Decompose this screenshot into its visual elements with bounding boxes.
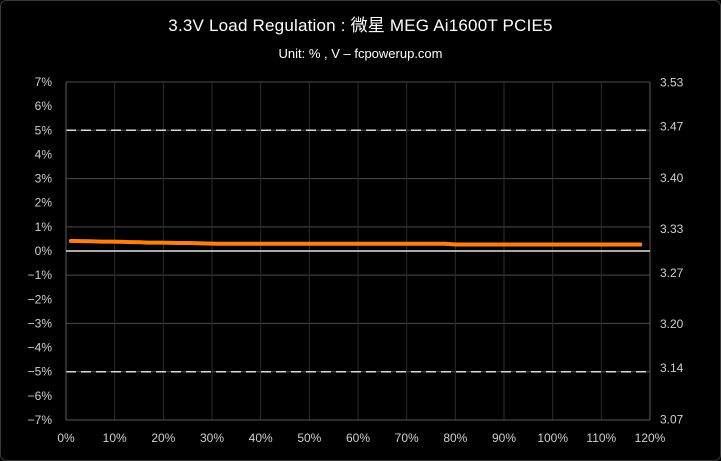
x-tick-label: 110% bbox=[586, 431, 616, 445]
y-right-tick-label: 3.20 bbox=[660, 317, 684, 331]
chart-title: 3.3V Load Regulation : 微星 MEG Ai1600T PC… bbox=[168, 16, 553, 35]
x-tick-label: 100% bbox=[537, 431, 568, 445]
y-left-tick-label: −5% bbox=[28, 365, 53, 379]
x-tick-label: 30% bbox=[200, 431, 224, 445]
y-left-tick-label: −4% bbox=[28, 341, 53, 355]
x-tick-label: 10% bbox=[103, 431, 127, 445]
y-right-tick-label: 3.33 bbox=[660, 222, 684, 236]
x-tick-label: 20% bbox=[151, 431, 175, 445]
y-right-tick-label: 3.14 bbox=[660, 361, 684, 375]
x-tick-label: 70% bbox=[395, 431, 419, 445]
y-left-tick-label: 5% bbox=[35, 123, 53, 137]
y-right-tick-label: 3.40 bbox=[660, 171, 684, 185]
x-tick-label: 80% bbox=[443, 431, 467, 445]
y-left-tick-label: −1% bbox=[28, 268, 53, 282]
y-right-tick-label: 3.07 bbox=[660, 412, 684, 426]
x-tick-label: 0% bbox=[57, 431, 75, 445]
y-left-tick-label: 1% bbox=[35, 220, 53, 234]
y-left-tick-label: −3% bbox=[28, 316, 53, 330]
y-left-tick-label: 0% bbox=[35, 244, 53, 258]
x-tick-label: 60% bbox=[346, 431, 370, 445]
y-left-tick-label: 3% bbox=[35, 172, 53, 186]
y-right-tick-label: 3.27 bbox=[660, 266, 684, 280]
y-left-tick-label: 2% bbox=[35, 196, 53, 210]
y-left-tick-label: 7% bbox=[35, 75, 53, 89]
y-left-tick-label: −6% bbox=[28, 389, 53, 403]
x-tick-label: 40% bbox=[249, 431, 273, 445]
y-right-tick-label: 3.53 bbox=[660, 76, 684, 90]
y-left-tick-label: 6% bbox=[35, 99, 53, 113]
chart-subtitle: Unit: % , V – fcpowerup.com bbox=[278, 46, 443, 61]
y-left-tick-label: −2% bbox=[28, 292, 53, 306]
y-left-tick-label: −7% bbox=[28, 413, 53, 427]
series-line bbox=[68, 238, 643, 247]
y-left-tick-label: 4% bbox=[35, 147, 53, 161]
x-tick-label: 120% bbox=[635, 431, 666, 445]
y-right-tick-label: 3.47 bbox=[660, 120, 684, 134]
x-tick-label: 50% bbox=[297, 431, 321, 445]
x-tick-label: 90% bbox=[492, 431, 516, 445]
